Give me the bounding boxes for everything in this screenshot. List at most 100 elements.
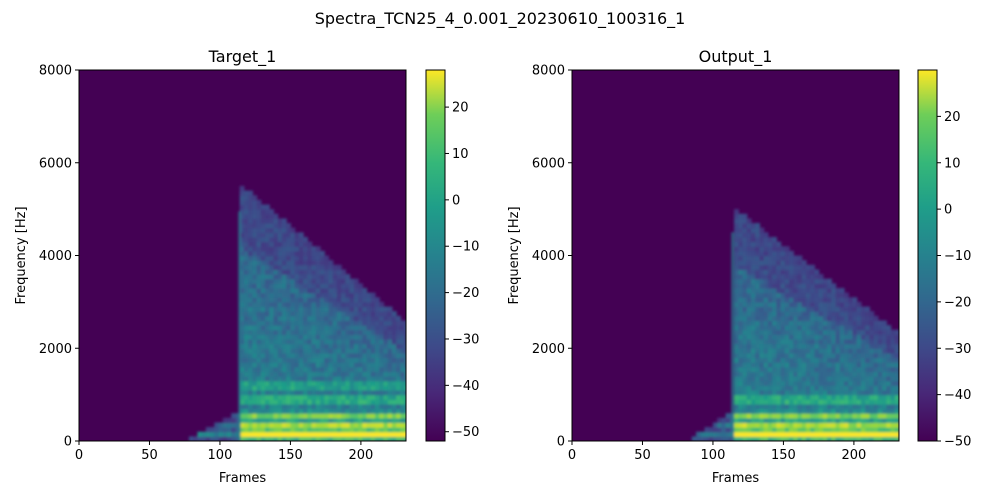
heatmap-cell xyxy=(336,413,342,419)
heatmap-cell xyxy=(759,274,765,280)
heatmap-cell xyxy=(789,325,794,331)
heatmap-cell xyxy=(273,357,279,363)
heatmap-cell xyxy=(780,269,786,275)
heatmap-cell xyxy=(746,250,752,257)
heatmap-cell xyxy=(767,315,773,322)
heatmap-cell xyxy=(239,431,245,437)
heatmap-cell xyxy=(387,394,393,400)
heatmap-cell xyxy=(877,325,883,331)
heatmap-cell xyxy=(358,301,363,308)
heatmap-cell xyxy=(746,311,752,317)
heatmap-cell xyxy=(865,352,871,359)
heatmap-cell xyxy=(784,283,790,289)
heatmap-cell xyxy=(370,315,376,322)
heatmap-cell xyxy=(763,297,769,303)
heatmap-cell xyxy=(303,389,308,396)
heatmap-cell xyxy=(776,352,782,359)
x-tick-label: 200 xyxy=(841,448,866,463)
heatmap-cell xyxy=(336,301,342,308)
heatmap-cell xyxy=(273,223,279,229)
heatmap-cell xyxy=(239,403,245,410)
heatmap-cell xyxy=(772,325,777,331)
heatmap-cell xyxy=(353,389,359,396)
heatmap-cell xyxy=(370,348,376,354)
heatmap-cell xyxy=(391,320,397,326)
heatmap-cell xyxy=(265,334,270,340)
heatmap-cell xyxy=(391,376,397,382)
heatmap-cell xyxy=(277,380,283,386)
heatmap-cell xyxy=(256,371,262,377)
heatmap-cell xyxy=(379,338,385,345)
heatmap-cell xyxy=(265,427,270,433)
heatmap-cell xyxy=(755,380,761,386)
heatmap-cell xyxy=(366,403,372,410)
heatmap-cell xyxy=(793,343,799,349)
heatmap-cell xyxy=(303,408,308,414)
heatmap-cell xyxy=(281,380,287,386)
heatmap-cell xyxy=(239,385,245,391)
heatmap-cell xyxy=(341,292,346,298)
heatmap-cell xyxy=(379,385,385,391)
heatmap-cell xyxy=(315,292,321,298)
heatmap-cell xyxy=(805,385,811,391)
heatmap-cell xyxy=(860,403,866,410)
heatmap-cell xyxy=(336,292,342,298)
heatmap-cell xyxy=(298,236,304,243)
heatmap-cell xyxy=(248,264,253,271)
heatmap-cell xyxy=(358,376,363,382)
heatmap-cell xyxy=(290,306,296,312)
heatmap-cell xyxy=(307,311,313,317)
heatmap-cell xyxy=(286,311,292,317)
heatmap-cell xyxy=(324,357,330,363)
heatmap-cell xyxy=(239,274,245,280)
heatmap-cell xyxy=(797,427,803,433)
heatmap-cell xyxy=(691,436,697,441)
heatmap-cell xyxy=(303,362,308,368)
heatmap-cell xyxy=(742,250,748,257)
heatmap-cell xyxy=(742,403,748,410)
heatmap-cell xyxy=(336,417,342,424)
heatmap-cell xyxy=(265,417,270,424)
heatmap-cell xyxy=(290,348,296,354)
heatmap-cell xyxy=(303,357,308,363)
heatmap-cell xyxy=(370,366,376,373)
heatmap-cell xyxy=(336,394,342,400)
heatmap-cell xyxy=(763,301,769,308)
heatmap-cell xyxy=(269,403,275,410)
heatmap-cell xyxy=(315,352,321,359)
spectrogram-plot xyxy=(78,69,407,442)
heatmap-cell xyxy=(860,329,866,335)
heatmap-cell xyxy=(362,287,368,294)
heatmap-cell xyxy=(374,352,380,359)
heatmap-cell xyxy=(315,394,321,400)
heatmap-cell xyxy=(810,274,816,280)
heatmap-cell xyxy=(746,292,752,298)
heatmap-cell xyxy=(273,422,279,428)
heatmap-cell xyxy=(353,283,359,289)
colorbar-tick-label: 0 xyxy=(944,203,952,218)
heatmap-cell xyxy=(873,399,879,405)
heatmap-cell xyxy=(273,394,279,400)
heatmap-cell xyxy=(349,408,355,414)
heatmap-cell xyxy=(844,394,849,400)
heatmap-cell xyxy=(865,315,871,322)
heatmap-cell xyxy=(890,376,896,382)
heatmap-cell xyxy=(205,431,211,437)
heatmap-cell xyxy=(742,292,748,298)
heatmap-cell xyxy=(370,329,376,335)
heatmap-cell xyxy=(252,241,258,247)
heatmap-cell xyxy=(273,431,279,437)
heatmap-cell xyxy=(869,417,875,424)
heatmap-cell xyxy=(759,287,765,294)
heatmap-cell xyxy=(772,413,777,419)
heatmap-cell xyxy=(396,376,401,382)
heatmap-cell xyxy=(248,260,253,266)
heatmap-cell xyxy=(315,325,321,331)
heatmap-cell xyxy=(362,427,368,433)
heatmap-cell xyxy=(298,385,304,391)
heatmap-cell xyxy=(780,255,786,261)
heatmap-cell xyxy=(273,371,279,377)
heatmap-cell xyxy=(286,408,292,414)
heatmap-cell xyxy=(818,301,824,308)
heatmap-cell xyxy=(751,352,756,359)
